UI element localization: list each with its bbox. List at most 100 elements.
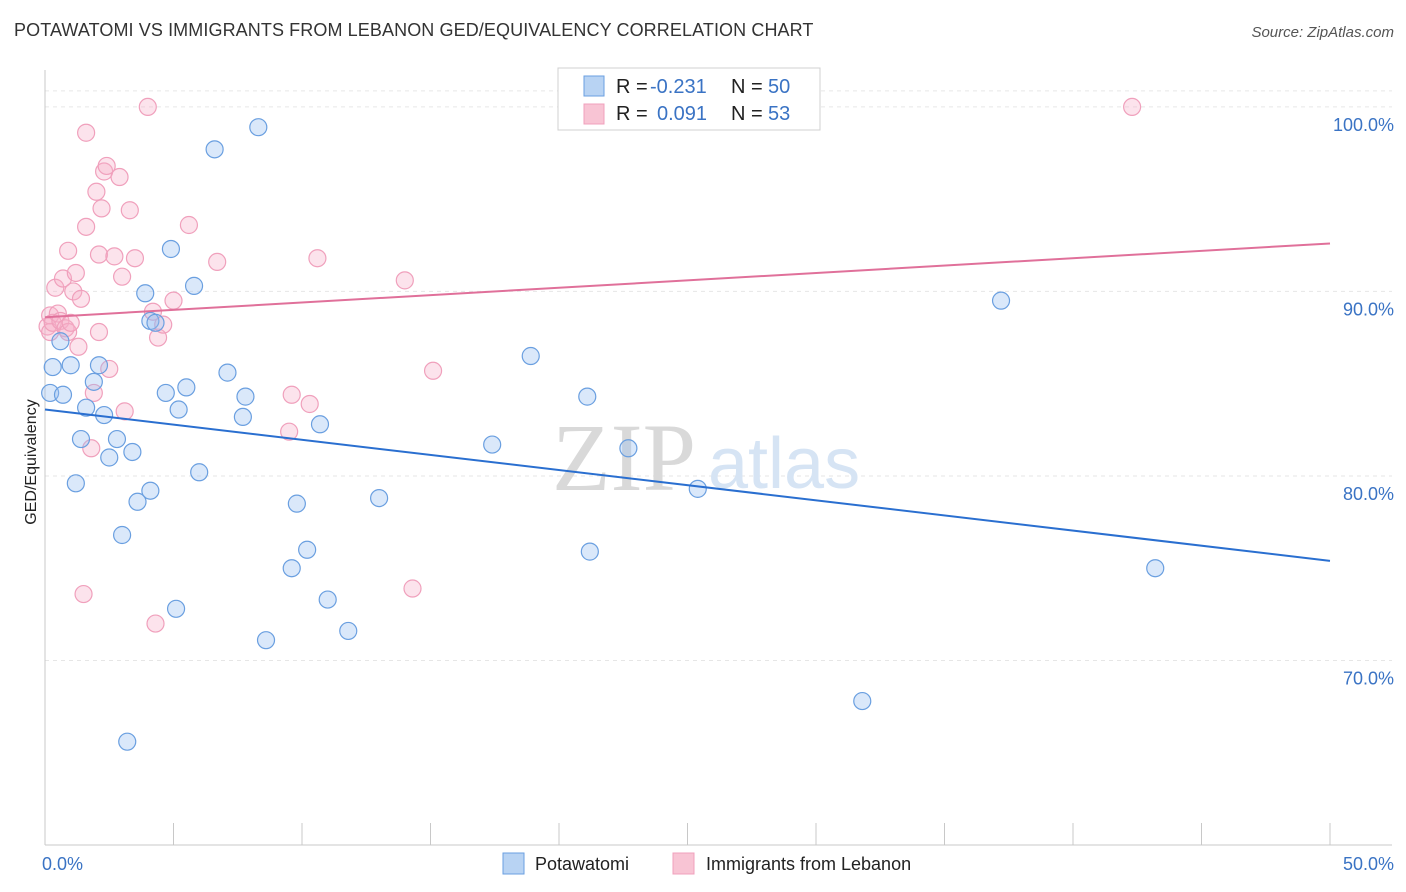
point-lebanon-39 bbox=[164, 291, 183, 310]
point-lebanon-34 bbox=[138, 97, 157, 117]
point-lebanon-16 bbox=[74, 584, 93, 604]
point-potawatomi-42 bbox=[521, 346, 540, 366]
point-lebanon-24 bbox=[92, 199, 111, 218]
point-potawatomi-29 bbox=[218, 363, 237, 382]
trend-lines bbox=[44, 242, 1331, 562]
point-potawatomi-43 bbox=[578, 387, 597, 406]
point-lebanon-4 bbox=[46, 278, 65, 297]
point-lebanon-45 bbox=[308, 249, 327, 268]
trend-line-lebanon bbox=[44, 242, 1331, 319]
bottom-legend-lebanon: Immigrants from Lebanon bbox=[706, 854, 911, 874]
point-lebanon-40 bbox=[179, 215, 199, 235]
y-tick-label-3: 100.0% bbox=[1333, 115, 1394, 135]
bottom-legend: Potawatomi Immigrants from Lebanon bbox=[502, 852, 911, 875]
point-potawatomi-20 bbox=[146, 313, 165, 332]
point-potawatomi-28 bbox=[205, 140, 224, 159]
point-lebanon-10 bbox=[59, 241, 78, 260]
point-potawatomi-17 bbox=[136, 284, 155, 303]
point-potawatomi-37 bbox=[310, 415, 330, 434]
legend-n-label-2: N = bbox=[731, 103, 763, 125]
grid bbox=[45, 90, 1392, 661]
legend-n-value-2: 53 bbox=[768, 103, 790, 125]
point-potawatomi-15 bbox=[123, 442, 142, 462]
legend-n-value-1: 50 bbox=[768, 76, 790, 98]
source-label: Source: ZipAtlas.com bbox=[1251, 24, 1394, 41]
point-potawatomi-8 bbox=[84, 372, 103, 391]
point-potawatomi-38 bbox=[318, 590, 337, 609]
point-lebanon-22 bbox=[89, 245, 109, 264]
point-potawatomi-35 bbox=[287, 494, 306, 513]
x-tick-label-max: 50.0% bbox=[1343, 854, 1394, 874]
series-lebanon-points bbox=[38, 97, 1142, 633]
point-potawatomi-49 bbox=[1146, 559, 1165, 578]
point-potawatomi-21 bbox=[156, 383, 175, 403]
point-lebanon-18 bbox=[77, 123, 96, 142]
point-lebanon-36 bbox=[146, 614, 165, 633]
y-tick-label-0: 70.0% bbox=[1343, 668, 1394, 688]
point-potawatomi-12 bbox=[107, 429, 127, 449]
bottom-legend-potawatomi: Potawatomi bbox=[535, 854, 629, 874]
point-potawatomi-18 bbox=[141, 481, 160, 500]
point-potawatomi-46 bbox=[688, 479, 707, 498]
point-lebanon-46 bbox=[395, 271, 414, 290]
point-potawatomi-48 bbox=[991, 291, 1011, 310]
point-potawatomi-41 bbox=[483, 435, 502, 454]
point-potawatomi-14 bbox=[118, 732, 137, 751]
watermark-atlas: atlas bbox=[708, 424, 860, 504]
point-potawatomi-7 bbox=[77, 398, 96, 417]
point-lebanon-26 bbox=[97, 156, 116, 176]
point-potawatomi-2 bbox=[51, 332, 70, 351]
point-lebanon-15 bbox=[71, 289, 91, 308]
point-potawatomi-34 bbox=[282, 559, 301, 578]
point-lebanon-43 bbox=[282, 385, 301, 404]
point-lebanon-27 bbox=[100, 359, 119, 379]
point-lebanon-19 bbox=[82, 439, 101, 458]
point-potawatomi-23 bbox=[166, 599, 186, 618]
point-potawatomi-27 bbox=[190, 463, 209, 482]
y-tick-label-2: 90.0% bbox=[1343, 299, 1394, 319]
legend-n-label-1: N = bbox=[731, 76, 763, 98]
watermark-zip: ZIP bbox=[552, 404, 696, 511]
point-lebanon-41 bbox=[208, 252, 227, 272]
y-axis-title: GED/Equivalency bbox=[23, 399, 40, 524]
y-tick-labels: 70.0% 80.0% 90.0% 100.0% bbox=[1333, 115, 1394, 689]
bottom-legend-swatch-lebanon bbox=[672, 852, 695, 875]
chart-title: POTAWATOMI VS IMMIGRANTS FROM LEBANON GE… bbox=[14, 20, 814, 40]
x-tick-label-min: 0.0% bbox=[42, 854, 83, 874]
point-lebanon-42 bbox=[280, 422, 299, 441]
point-potawatomi-30 bbox=[233, 407, 252, 427]
point-potawatomi-9 bbox=[89, 356, 109, 375]
point-lebanon-28 bbox=[105, 247, 124, 266]
point-potawatomi-45 bbox=[619, 439, 638, 458]
point-lebanon-47 bbox=[403, 579, 422, 598]
x-tick-labels: 0.0% 50.0% bbox=[42, 854, 1394, 874]
axes bbox=[44, 70, 1392, 846]
point-potawatomi-44 bbox=[580, 542, 599, 561]
point-potawatomi-13 bbox=[112, 525, 132, 545]
legend-swatch-lebanon bbox=[583, 103, 605, 125]
series-potawatomi-points bbox=[41, 118, 1165, 751]
legend-r-value-2: 0.091 bbox=[657, 103, 707, 125]
point-lebanon-5 bbox=[48, 304, 67, 323]
point-potawatomi-22 bbox=[161, 239, 181, 259]
point-potawatomi-5 bbox=[66, 474, 85, 493]
legend-swatch-potawatomi bbox=[583, 75, 605, 97]
point-potawatomi-3 bbox=[53, 385, 73, 404]
bottom-legend-swatch-potawatomi bbox=[502, 852, 525, 875]
point-lebanon-29 bbox=[110, 167, 129, 187]
point-lebanon-44 bbox=[300, 394, 319, 414]
point-lebanon-23 bbox=[89, 322, 109, 342]
point-potawatomi-47 bbox=[853, 691, 872, 711]
trend-line-potawatomi bbox=[44, 408, 1331, 562]
point-potawatomi-24 bbox=[169, 400, 188, 419]
point-lebanon-14 bbox=[69, 337, 88, 356]
point-potawatomi-1 bbox=[43, 357, 62, 377]
point-lebanon-33 bbox=[125, 249, 145, 268]
point-potawatomi-11 bbox=[100, 448, 119, 467]
y-tick-label-1: 80.0% bbox=[1343, 484, 1394, 504]
point-potawatomi-31 bbox=[236, 387, 255, 406]
point-lebanon-48 bbox=[423, 361, 443, 380]
point-potawatomi-25 bbox=[177, 378, 196, 397]
point-lebanon-13 bbox=[66, 263, 85, 283]
